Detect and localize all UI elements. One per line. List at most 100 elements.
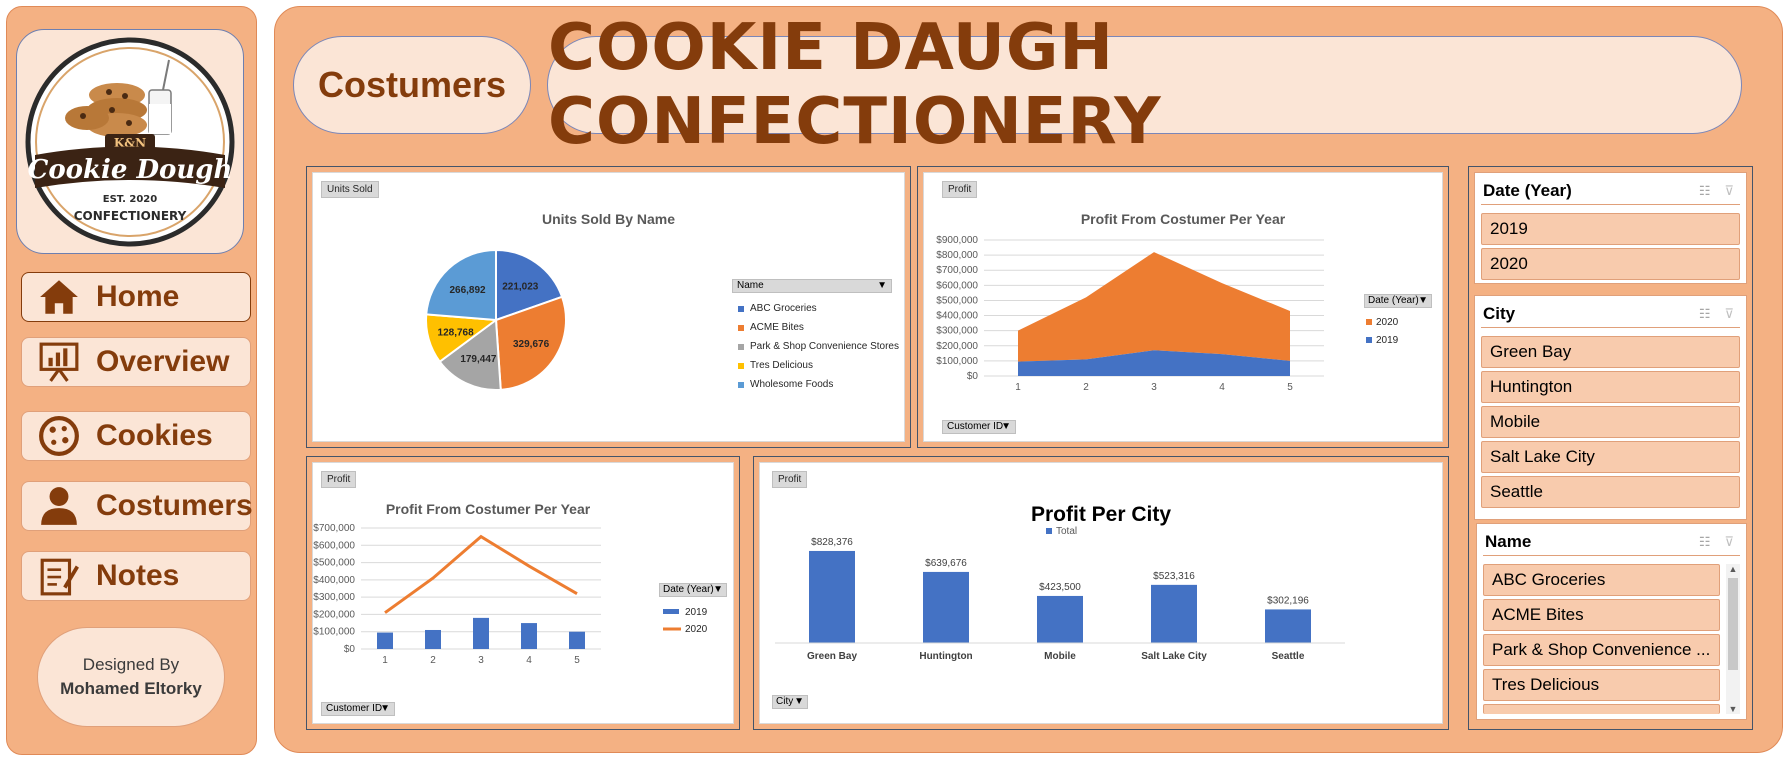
y-tick-label: $300,000 — [936, 326, 978, 337]
slicer-title: Date (Year) — [1483, 181, 1572, 200]
x-tick-label: 2 — [430, 655, 436, 666]
legend-swatch — [1046, 528, 1052, 534]
multi-select-icon[interactable]: ☷ — [1698, 534, 1711, 549]
home-icon — [40, 280, 78, 314]
slicer-item[interactable]: Salt Lake City — [1481, 441, 1740, 473]
legend-swatch — [738, 324, 744, 331]
bar-data-label: $523,316 — [1153, 571, 1195, 582]
legend-swatch — [1366, 337, 1372, 343]
pie-slice — [438, 318, 502, 391]
pie-data-label: 128,768 — [438, 328, 475, 339]
slicer-item[interactable]: 2019 — [1481, 213, 1740, 245]
scroll-down-icon[interactable]: ▼ — [1728, 704, 1738, 714]
legend-label: Park & Shop Convenience Stores — [750, 341, 899, 352]
logo-bottom-text: CONFECTIONERY — [74, 209, 187, 223]
city-axis-field-button[interactable]: City ▼ — [772, 695, 808, 709]
area-field-button[interactable]: Profit — [942, 181, 978, 198]
y-tick-label: $0 — [967, 371, 979, 382]
slicer-name: Name ☷ ⊽ ABC Groceries ACME Bites Park &… — [1476, 523, 1747, 720]
slicer-scrollbar[interactable]: ▲ ▼ — [1726, 564, 1740, 714]
pie-legend-field-label: Name — [737, 280, 764, 291]
area-axis-field-button[interactable]: Customer ID ▼ — [942, 420, 1016, 434]
slicer-title: Name — [1485, 532, 1532, 551]
clear-filter-icon[interactable]: ⊽ — [1724, 534, 1734, 549]
area-chart: $0 $100,000 $200,000 $300,000 $400,000 $500,0… — [936, 235, 1399, 393]
y-tick-label: $500,000 — [936, 295, 978, 306]
y-tick-label: $0 — [344, 644, 356, 655]
nav-costumers-button[interactable]: Costumers — [21, 481, 253, 531]
milk-glass-icon — [148, 59, 172, 135]
combo-field-button[interactable]: Profit — [321, 471, 357, 488]
pie-chart-frame — [306, 166, 911, 448]
slicer-item[interactable]: Mobile — [1481, 406, 1740, 438]
multi-select-icon[interactable]: ☷ — [1698, 306, 1711, 321]
pie-legend-item: Tres Delicious — [738, 360, 813, 371]
area-axis-field-label: Customer ID — [947, 421, 1004, 432]
scroll-up-icon[interactable]: ▲ — [1728, 564, 1738, 574]
legend-label: 2019 — [1376, 335, 1399, 346]
y-tick-label: $700,000 — [936, 265, 978, 276]
scrollbar-thumb[interactable] — [1728, 578, 1738, 670]
y-tick-label: $100,000 — [936, 356, 978, 367]
clear-filter-icon[interactable]: ⊽ — [1724, 306, 1734, 321]
pie-chart-card: Units Sold Units Sold By Name 221,023 329… — [312, 172, 905, 442]
x-tick-label: 4 — [526, 655, 532, 666]
bar-data-label: $639,676 — [925, 558, 967, 569]
slicer-item[interactable]: ACME Bites — [1483, 599, 1720, 631]
area-legend-field-label: Date (Year) — [1368, 295, 1419, 306]
combo-chart-card: Profit Profit From Costumer Per Year $0 $… — [312, 462, 734, 724]
pie-legend-field-button[interactable]: Name ▼ — [732, 279, 892, 293]
slicer-item[interactable]: Park & Shop Convenience ... — [1483, 634, 1720, 666]
city-field-button[interactable]: Profit — [772, 471, 808, 488]
bar-data-label: $302,196 — [1267, 595, 1309, 606]
slicer-item[interactable]: Green Bay — [1481, 336, 1740, 368]
clear-filter-icon[interactable]: ⊽ — [1724, 183, 1734, 198]
slicer-item[interactable]: 2020 — [1481, 248, 1740, 280]
dropdown-arrow-icon: ▼ — [794, 696, 804, 707]
x-tick-label: 5 — [1287, 382, 1293, 393]
slicer-item-partial[interactable] — [1483, 704, 1720, 714]
slicer-city: City ☷ ⊽ Green Bay Huntington Mobile Sal… — [1474, 295, 1747, 520]
pie-field-button[interactable]: Units Sold — [321, 181, 379, 198]
bar — [809, 550, 855, 643]
x-category-label: Huntington — [919, 651, 972, 662]
legend-label: 2020 — [685, 624, 708, 635]
dropdown-arrow-icon: ▼ — [877, 280, 887, 291]
legend-swatch — [738, 305, 744, 312]
nav-home-button[interactable]: Home — [21, 272, 251, 322]
nav-home-label: Home — [96, 280, 180, 313]
area-legend-field-button[interactable]: Date (Year) ▼ — [1364, 294, 1432, 308]
legend-swatch — [738, 343, 744, 350]
city-chart-card: Profit Profit Per City Total $828,376 Gree… — [759, 462, 1443, 724]
slicer-item[interactable]: ABC Groceries — [1483, 564, 1720, 596]
slicer-item[interactable]: Seattle — [1481, 476, 1740, 508]
slicer-title: City — [1483, 304, 1516, 323]
legend-label: Total — [1056, 526, 1077, 537]
y-tick-label: $200,000 — [313, 609, 355, 620]
y-tick-label: $300,000 — [313, 592, 355, 603]
logo-main-text: Cookie Dough — [28, 155, 233, 185]
x-tick-label: 1 — [382, 655, 388, 666]
nav-overview-button[interactable]: Overview — [21, 337, 251, 387]
pie-chart-title: Units Sold By Name — [541, 211, 676, 227]
combo-legend-field-button[interactable]: Date (Year) ▼ — [659, 583, 727, 597]
x-category-label: Mobile — [1044, 651, 1076, 662]
nav-cookies-button[interactable]: Cookies — [21, 411, 251, 461]
legend-label: 2019 — [685, 607, 708, 618]
pie-slice — [494, 295, 567, 391]
dropdown-arrow-icon: ▼ — [713, 584, 723, 595]
line-series-2020 — [384, 534, 578, 614]
nav-notes-button[interactable]: Notes — [21, 551, 251, 601]
legend-label: Wholesome Foods — [750, 379, 834, 390]
x-tick-label: 2 — [1083, 382, 1089, 393]
slicer-item[interactable]: Tres Delicious — [1483, 669, 1720, 701]
dropdown-arrow-icon: ▼ — [1001, 421, 1011, 432]
person-icon — [41, 487, 77, 525]
combo-axis-field-button[interactable]: Customer ID ▼ — [321, 702, 395, 716]
page-title: COOKIE DAUGH CONFECTIONERY — [547, 11, 1742, 159]
multi-select-icon[interactable]: ☷ — [1698, 183, 1711, 198]
city-bar-chart: Total $828,376 Green Bay $639,676 Huntington… — [775, 526, 1345, 662]
x-category-label: Salt Lake City — [1141, 651, 1207, 662]
bar — [473, 617, 489, 649]
slicer-item[interactable]: Huntington — [1481, 371, 1740, 403]
